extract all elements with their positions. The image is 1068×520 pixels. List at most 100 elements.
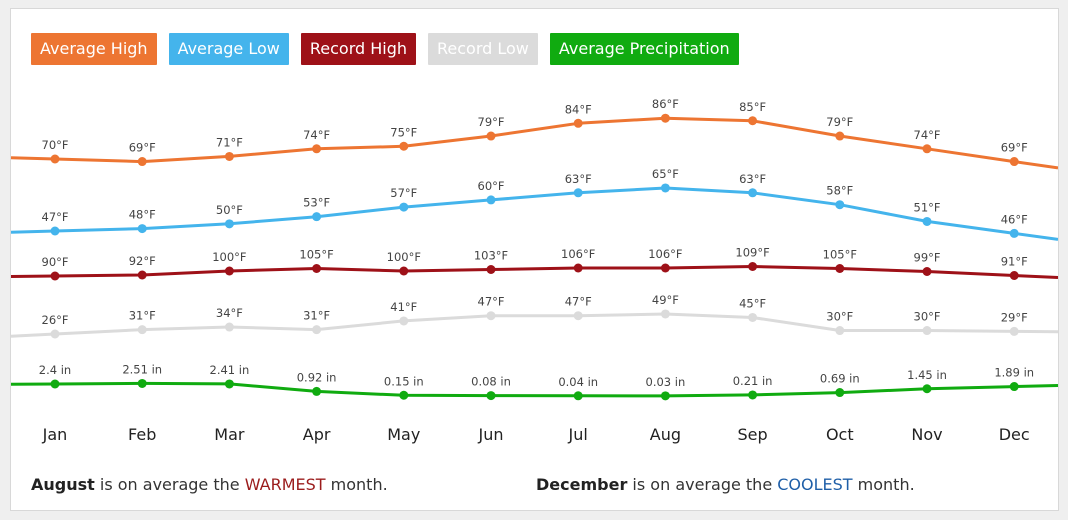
series-line-record-low xyxy=(11,312,1058,338)
data-point-average-precipitation-nov[interactable] xyxy=(922,384,932,394)
data-point-average-precipitation-jul[interactable] xyxy=(573,391,583,401)
data-label-average-low-aug: 65°F xyxy=(652,167,679,181)
data-label-average-high-jan: 70°F xyxy=(42,138,69,152)
data-label-record-low-dec: 29°F xyxy=(1001,310,1028,324)
data-point-average-high-jan[interactable] xyxy=(50,154,60,164)
data-point-average-precipitation-jan[interactable] xyxy=(50,379,60,389)
data-point-record-high-jan[interactable] xyxy=(50,271,60,281)
data-point-average-low-may[interactable] xyxy=(399,202,409,212)
data-label-record-high-may: 100°F xyxy=(387,250,421,264)
data-point-average-low-nov[interactable] xyxy=(922,216,932,226)
data-point-average-precipitation-may[interactable] xyxy=(399,390,409,400)
data-point-average-high-may[interactable] xyxy=(399,141,409,151)
data-label-average-high-dec: 69°F xyxy=(1001,141,1028,155)
data-point-average-low-apr[interactable] xyxy=(312,212,322,222)
data-point-record-high-sep[interactable] xyxy=(748,262,758,271)
data-label-record-high-jul: 106°F xyxy=(561,247,595,261)
data-point-record-low-dec[interactable] xyxy=(1009,326,1019,336)
data-point-average-precipitation-sep[interactable] xyxy=(748,390,758,400)
data-point-record-low-apr[interactable] xyxy=(312,325,322,335)
data-label-record-low-jul: 47°F xyxy=(565,295,592,309)
data-point-average-low-sep[interactable] xyxy=(748,188,758,198)
x-tick-label-sep: Sep xyxy=(738,425,768,444)
legend-record-low-button[interactable]: Record Low xyxy=(428,33,538,65)
data-label-average-precipitation-oct: 0.69 in xyxy=(820,372,860,386)
data-label-average-low-sep: 63°F xyxy=(739,172,766,186)
data-point-average-precipitation-oct[interactable] xyxy=(835,388,845,398)
data-point-record-low-jun[interactable] xyxy=(486,311,496,321)
data-point-record-low-feb[interactable] xyxy=(137,325,147,335)
data-point-record-high-nov[interactable] xyxy=(922,267,932,276)
series-line-record-high xyxy=(11,265,1058,279)
data-point-record-low-may[interactable] xyxy=(399,316,409,326)
data-label-average-precipitation-aug: 0.03 in xyxy=(646,375,686,389)
data-point-average-low-oct[interactable] xyxy=(835,200,845,210)
data-point-record-high-jun[interactable] xyxy=(486,265,496,274)
data-point-record-high-aug[interactable] xyxy=(660,263,670,273)
x-tick-label-dec: Dec xyxy=(999,425,1030,444)
data-label-average-high-mar: 71°F xyxy=(216,135,243,149)
data-point-record-low-sep[interactable] xyxy=(748,312,758,322)
data-label-record-high-sep: 109°F xyxy=(735,246,769,260)
x-tick-label-apr: Apr xyxy=(303,425,331,444)
data-point-average-precipitation-dec[interactable] xyxy=(1009,382,1019,392)
data-point-average-high-dec[interactable] xyxy=(1009,157,1019,167)
data-point-average-precipitation-feb[interactable] xyxy=(137,378,147,388)
data-point-record-low-nov[interactable] xyxy=(922,326,932,336)
data-label-average-precipitation-sep: 0.21 in xyxy=(733,374,773,388)
data-point-record-high-apr[interactable] xyxy=(312,264,322,273)
data-point-average-precipitation-jun[interactable] xyxy=(486,391,496,401)
data-point-average-high-oct[interactable] xyxy=(835,131,845,141)
data-point-record-high-mar[interactable] xyxy=(224,266,234,276)
data-label-average-precipitation-jul: 0.04 in xyxy=(558,375,598,389)
data-point-average-high-jul[interactable] xyxy=(573,118,583,128)
data-point-record-high-oct[interactable] xyxy=(835,264,845,273)
data-point-record-low-oct[interactable] xyxy=(835,326,845,336)
data-point-average-high-mar[interactable] xyxy=(224,151,234,161)
data-point-record-low-mar[interactable] xyxy=(224,322,234,332)
data-label-average-high-may: 75°F xyxy=(390,125,417,139)
data-label-record-low-feb: 31°F xyxy=(129,309,156,323)
data-label-average-low-jan: 47°F xyxy=(42,210,69,224)
legend-record-high-button[interactable]: Record High xyxy=(300,33,416,65)
data-point-average-high-nov[interactable] xyxy=(922,144,932,154)
data-label-average-high-apr: 74°F xyxy=(303,128,330,142)
data-point-average-low-dec[interactable] xyxy=(1009,228,1019,238)
data-label-average-low-dec: 46°F xyxy=(1001,212,1028,226)
legend-average-precipitation-button[interactable]: Average Precipitation xyxy=(549,33,739,65)
data-point-average-low-aug[interactable] xyxy=(660,183,670,193)
data-point-average-precipitation-apr[interactable] xyxy=(312,386,322,396)
data-point-record-high-jul[interactable] xyxy=(573,263,583,273)
data-point-average-low-jan[interactable] xyxy=(50,226,60,236)
data-point-record-low-jul[interactable] xyxy=(573,311,583,321)
x-tick-label-jan: Jan xyxy=(42,425,68,444)
warmest-month-note: August is on average the WARMEST month. xyxy=(31,475,388,494)
legend-average-low-button[interactable]: Average Low xyxy=(168,33,289,65)
data-point-average-high-sep[interactable] xyxy=(748,116,758,126)
x-tick-label-feb: Feb xyxy=(128,425,156,444)
data-point-average-high-jun[interactable] xyxy=(486,131,496,141)
data-point-average-low-jun[interactable] xyxy=(486,195,496,205)
data-point-average-low-jul[interactable] xyxy=(573,188,583,198)
data-label-record-high-aug: 106°F xyxy=(648,247,682,261)
data-point-average-high-apr[interactable] xyxy=(312,144,322,154)
data-point-average-low-feb[interactable] xyxy=(137,224,147,234)
data-point-record-high-feb[interactable] xyxy=(137,270,147,280)
chart-legend: Average High Average Low Record High Rec… xyxy=(31,33,739,65)
data-label-record-high-jan: 90°F xyxy=(42,255,69,269)
data-point-record-low-jan[interactable] xyxy=(50,329,60,339)
data-point-average-precipitation-aug[interactable] xyxy=(660,391,670,401)
data-point-record-low-aug[interactable] xyxy=(660,309,670,319)
data-label-record-low-aug: 49°F xyxy=(652,293,679,307)
data-label-average-high-nov: 74°F xyxy=(914,128,941,142)
legend-average-high-button[interactable]: Average High xyxy=(31,33,157,65)
data-point-average-high-feb[interactable] xyxy=(137,157,147,167)
series-line-average-low xyxy=(11,186,1058,241)
data-point-average-precipitation-mar[interactable] xyxy=(224,379,234,389)
data-point-record-high-may[interactable] xyxy=(399,266,409,276)
data-point-record-high-dec[interactable] xyxy=(1009,271,1019,280)
warmest-word: WARMEST xyxy=(244,475,326,494)
data-point-average-high-aug[interactable] xyxy=(660,113,670,123)
data-label-average-precipitation-dec: 1.89 in xyxy=(994,366,1034,380)
data-point-average-low-mar[interactable] xyxy=(224,219,234,229)
